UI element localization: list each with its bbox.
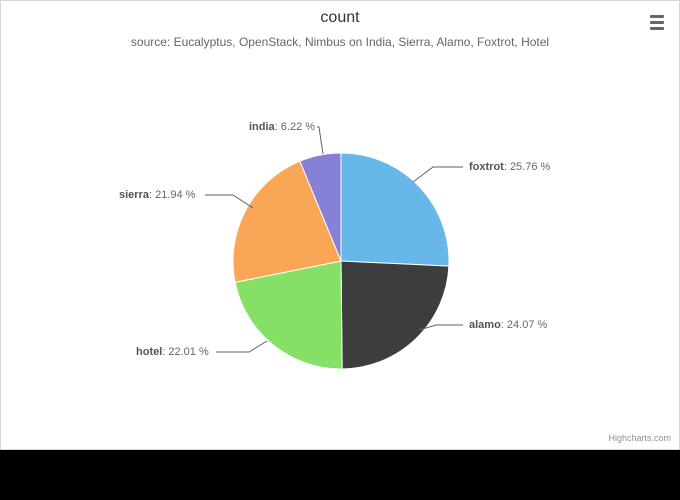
pie-chart bbox=[1, 1, 680, 451]
pie-slice-foxtrot[interactable] bbox=[341, 153, 449, 266]
label-foxtrot: foxtrot: 25.76 % bbox=[469, 161, 550, 173]
credits-link[interactable]: Highcharts.com bbox=[608, 433, 671, 443]
pie-slice-alamo[interactable] bbox=[341, 261, 449, 369]
label-india: india: 6.22 % bbox=[249, 121, 315, 133]
label-alamo: alamo: 24.07 % bbox=[469, 319, 547, 331]
label-sierra: sierra: 21.94 % bbox=[119, 189, 195, 201]
label-hotel: hotel: 22.01 % bbox=[136, 346, 209, 358]
chart-container: count source: Eucalyptus, OpenStack, Nim… bbox=[0, 0, 680, 450]
connector-foxtrot bbox=[413, 167, 463, 182]
connector-sierra bbox=[205, 195, 253, 208]
connector-hotel bbox=[216, 341, 267, 352]
connector-india bbox=[317, 127, 323, 154]
